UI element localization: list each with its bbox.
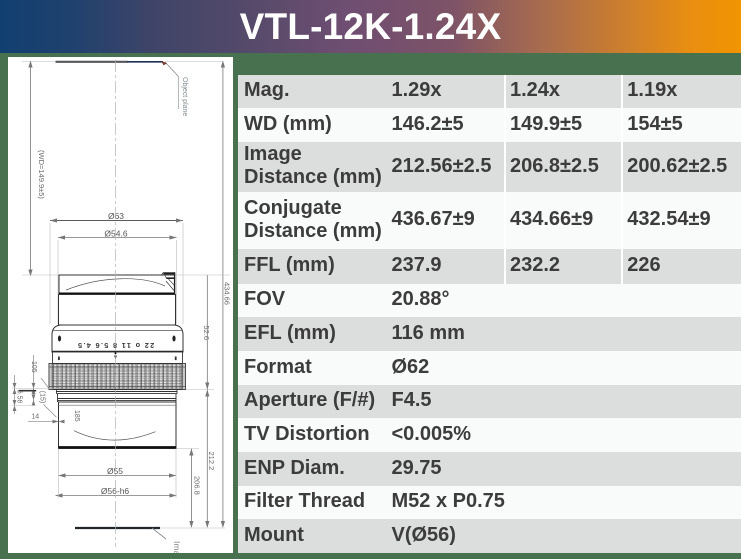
- svg-text:(15): (15): [38, 391, 45, 403]
- svg-text:22 o 11 8 5.6 4.5: 22 o 11 8 5.6 4.5: [77, 341, 155, 350]
- svg-text:52.6: 52.6: [202, 325, 211, 340]
- svg-text:Ø56-h6: Ø56-h6: [101, 486, 130, 496]
- svg-text:Ø55: Ø55: [107, 466, 123, 476]
- svg-text:Ø63: Ø63: [108, 211, 124, 221]
- svg-text:Object plane: Object plane: [181, 77, 188, 116]
- svg-text:105: 105: [30, 361, 37, 373]
- svg-text:14: 14: [31, 414, 39, 421]
- svg-text:185: 185: [73, 410, 80, 422]
- svg-text:(WD=149.9±5): (WD=149.9±5): [37, 150, 46, 199]
- svg-text:206.8: 206.8: [192, 476, 201, 495]
- svg-text:Ø54.6: Ø54.6: [104, 228, 127, 238]
- svg-text:6.56: 6.56: [16, 390, 23, 404]
- svg-text:Image plane: Image plane: [172, 541, 182, 553]
- svg-text:434.66: 434.66: [222, 282, 231, 305]
- svg-text:212.2: 212.2: [207, 452, 216, 471]
